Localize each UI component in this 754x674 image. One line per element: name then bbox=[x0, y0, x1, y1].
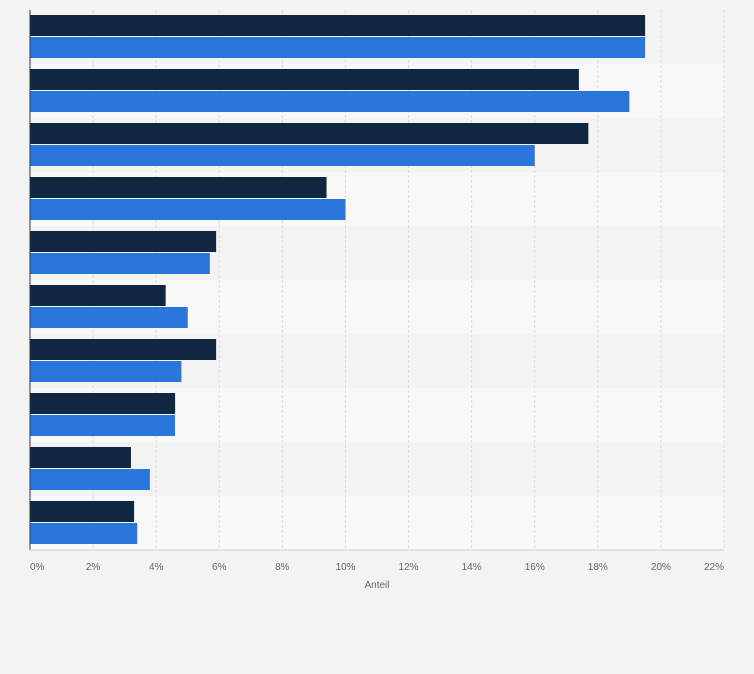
bar-series-2 bbox=[30, 91, 630, 112]
x-tick-label: 0% bbox=[30, 562, 45, 573]
bar-series-1 bbox=[30, 15, 646, 36]
x-tick-label: 2% bbox=[86, 562, 101, 573]
bar-series-1 bbox=[30, 231, 217, 252]
x-tick-label: 8% bbox=[275, 562, 290, 573]
bar-series-2 bbox=[30, 523, 138, 544]
x-tick-label: 10% bbox=[335, 562, 355, 573]
x-tick-label: 18% bbox=[588, 562, 608, 573]
x-tick-label: 16% bbox=[525, 562, 545, 573]
x-tick-label: 22% bbox=[704, 562, 724, 573]
bar-series-1 bbox=[30, 393, 176, 414]
bars bbox=[30, 15, 646, 544]
x-tick-label: 6% bbox=[212, 562, 227, 573]
bar-series-2 bbox=[30, 307, 188, 328]
bar-series-1 bbox=[30, 123, 589, 144]
x-tick-label: 4% bbox=[149, 562, 164, 573]
bar-series-2 bbox=[30, 199, 346, 220]
bar-series-2 bbox=[30, 37, 646, 58]
bar-series-2 bbox=[30, 415, 176, 436]
x-tick-labels: 0% 2% 4% 6% 8% 10% 12% 14% 16% 18% 20% 22% bbox=[30, 562, 724, 573]
bar-series-1 bbox=[30, 447, 131, 468]
x-tick-label: 14% bbox=[462, 562, 482, 573]
axes bbox=[29, 10, 724, 551]
x-tick-label: 12% bbox=[399, 562, 419, 573]
x-tick-label: 20% bbox=[651, 562, 671, 573]
bar-series-2 bbox=[30, 145, 535, 166]
bar-series-1 bbox=[30, 501, 135, 522]
bar-series-1 bbox=[30, 69, 579, 90]
bar-series-2 bbox=[30, 361, 182, 382]
bar-series-1 bbox=[30, 177, 327, 198]
bar-series-1 bbox=[30, 285, 166, 306]
row-band bbox=[30, 496, 724, 550]
x-axis-label: Anteil bbox=[364, 580, 389, 591]
bar-series-1 bbox=[30, 339, 217, 360]
bar-series-2 bbox=[30, 253, 210, 274]
bar-series-2 bbox=[30, 469, 150, 490]
